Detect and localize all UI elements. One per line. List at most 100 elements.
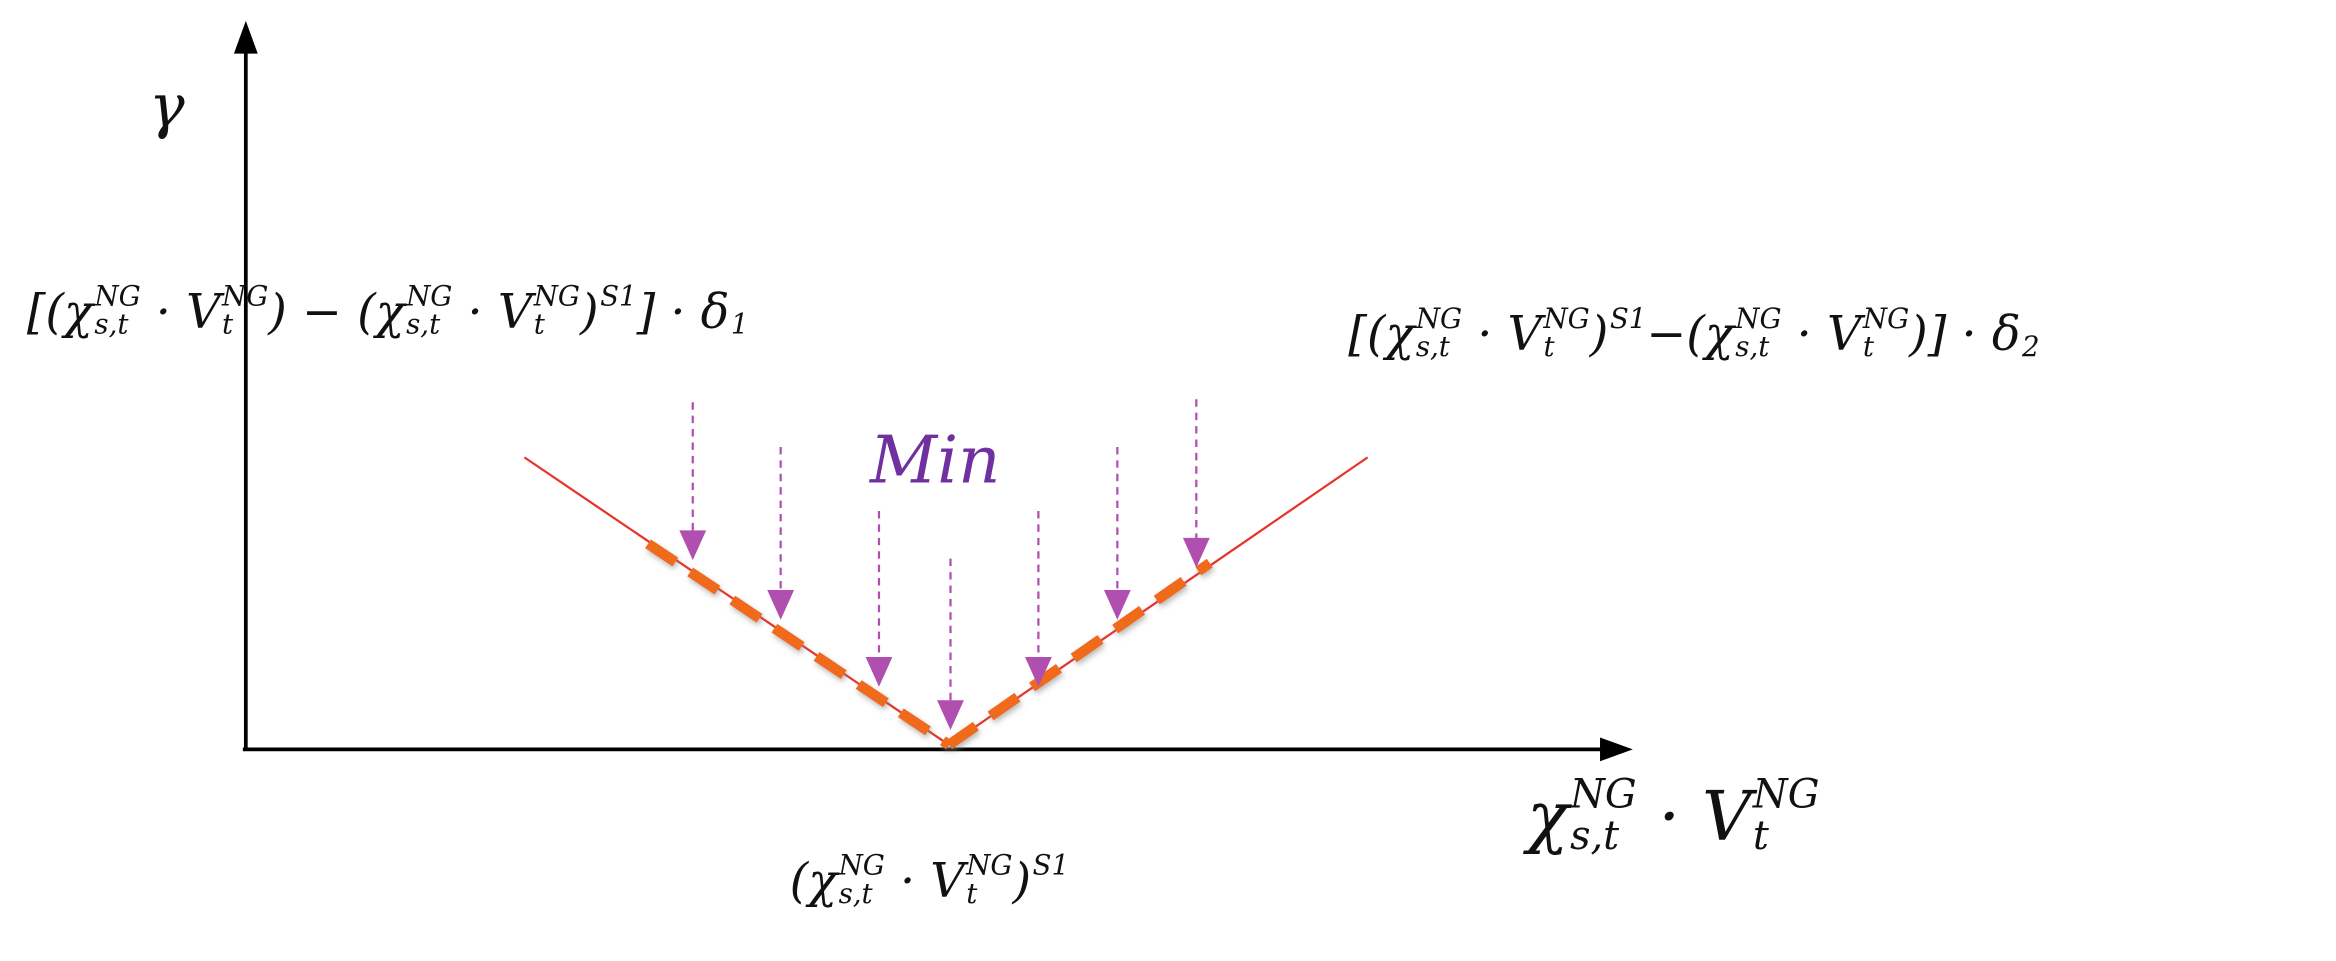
subscript: s,t	[94, 310, 129, 342]
arrow-head	[679, 530, 707, 561]
arrow-head	[937, 700, 964, 731]
formula-base: [(χ	[26, 283, 93, 341]
superscript: NG	[1862, 303, 1910, 336]
vertex-label: (χ NG s,t · V NG t) S1	[789, 850, 1070, 911]
arrow-lines	[691, 399, 1198, 708]
formula-token: (χ NG s,t	[789, 850, 885, 911]
formula-base: ) − (χ	[268, 283, 405, 341]
formula-scripts: NG t	[1543, 303, 1590, 364]
formula-base: )] · δ	[1909, 306, 2021, 363]
superscript: NG	[1543, 303, 1590, 336]
formula-token: [(χ NG s,t	[26, 281, 141, 342]
y-axis-arrow	[233, 20, 258, 54]
superscript: S1	[600, 282, 637, 314]
formula-scripts: NG t	[1752, 771, 1820, 860]
formula-scripts: NG s,t	[406, 281, 453, 342]
arrow-head	[865, 657, 893, 687]
formula-base: · V	[884, 852, 965, 910]
subscript	[1610, 335, 1647, 363]
arrow-head	[1182, 537, 1210, 568]
subscript	[600, 313, 637, 341]
formula-base: · V	[1636, 776, 1752, 857]
min-dashes-right	[946, 558, 1213, 750]
x-axis-label: χ NG s,t · V NG t	[1527, 771, 1820, 860]
formula-token: ) S1	[1589, 304, 1647, 363]
formula-base: )	[1012, 852, 1032, 910]
formula-base: · V	[1781, 306, 1862, 363]
formula-token: · V NG t	[1462, 303, 1590, 364]
subscript: t	[533, 310, 545, 342]
superscript	[731, 284, 749, 312]
formula-token: [(χ NG s,t	[1348, 303, 1463, 365]
superscript: S1	[1032, 851, 1070, 883]
subscript: s,t	[1570, 813, 1620, 860]
superscript: NG	[1752, 771, 1820, 818]
formula-token: χ NG s,t	[1527, 771, 1637, 860]
formula-base: (χ	[789, 852, 838, 910]
formula-scripts: NG t	[222, 281, 269, 342]
subscript: 1	[730, 309, 749, 342]
formula-base: · V	[452, 283, 533, 341]
formula-base: )	[579, 283, 599, 341]
subscript: t	[222, 310, 234, 342]
formula-scripts: NG s,t	[94, 281, 141, 342]
formula-token: · V NG t	[1636, 771, 1820, 860]
formula-scripts: S1	[1032, 851, 1070, 910]
subscript: t	[966, 879, 978, 911]
arrow-head	[1103, 589, 1131, 620]
formula-token: ) − (χ NG s,t	[268, 281, 453, 342]
formula-scripts: NG s,t	[838, 850, 885, 911]
formula-token: · V NG t	[884, 850, 1013, 911]
formula-scripts: NG t	[533, 282, 580, 342]
formula-token: · V NG t	[140, 281, 269, 342]
subscript: 2	[2022, 332, 2040, 364]
formula-token: ) S1	[579, 282, 637, 341]
arrow-head	[1024, 657, 1052, 687]
formula-base: · V	[1462, 306, 1542, 363]
superscript	[2022, 306, 2040, 334]
subscript: t	[1752, 813, 1769, 860]
min-region	[645, 539, 1213, 750]
formula-base: · V	[140, 283, 221, 341]
superscript: NG	[1570, 771, 1637, 818]
formula-scripts: NG t	[1862, 303, 1910, 365]
x-axis-arrow	[1600, 737, 1633, 762]
formula-scripts: 1	[731, 284, 749, 341]
subscript	[1033, 882, 1070, 910]
superscript: NG	[94, 281, 141, 313]
formula-token: −(χ NG s,t	[1646, 305, 1781, 365]
formula-scripts: NG s,t	[1570, 771, 1637, 860]
left-formula: [(χ NG s,t · V NG t) − (χ NG s,t · V NG t) S1] · …	[26, 281, 749, 342]
superscript: NG	[1415, 303, 1463, 336]
arrow-heads	[679, 530, 1210, 731]
formula-base: [(χ	[1348, 306, 1415, 363]
formula-base: χ	[1527, 776, 1569, 857]
min-label: Min	[870, 423, 1001, 500]
formula-token: · V NG t	[452, 282, 580, 342]
formula-base: −(χ	[1646, 306, 1734, 363]
y-axis-label: γ	[148, 73, 185, 142]
formula-token: ) S1	[1012, 851, 1070, 910]
superscript: NG	[406, 281, 453, 313]
superscript: NG	[838, 850, 885, 882]
subscript: t	[1862, 332, 1875, 365]
min-dashes-left	[645, 539, 952, 750]
formula-base: )	[1589, 306, 1609, 363]
subscript: s,t	[1415, 332, 1450, 365]
subscript: s,t	[838, 879, 873, 911]
subscript: s,t	[406, 310, 441, 342]
formula-scripts: S1	[1609, 304, 1647, 363]
superscript: NG	[966, 850, 1013, 882]
formula-token: · V NG t	[1781, 303, 1910, 365]
superscript: NG	[222, 281, 269, 313]
formula-base: ] · δ	[636, 283, 730, 341]
formula-scripts: S1	[600, 282, 637, 341]
subscript: s,t	[1735, 332, 1770, 365]
superscript: S1	[1609, 304, 1647, 336]
formula-scripts: NG t	[966, 850, 1013, 911]
